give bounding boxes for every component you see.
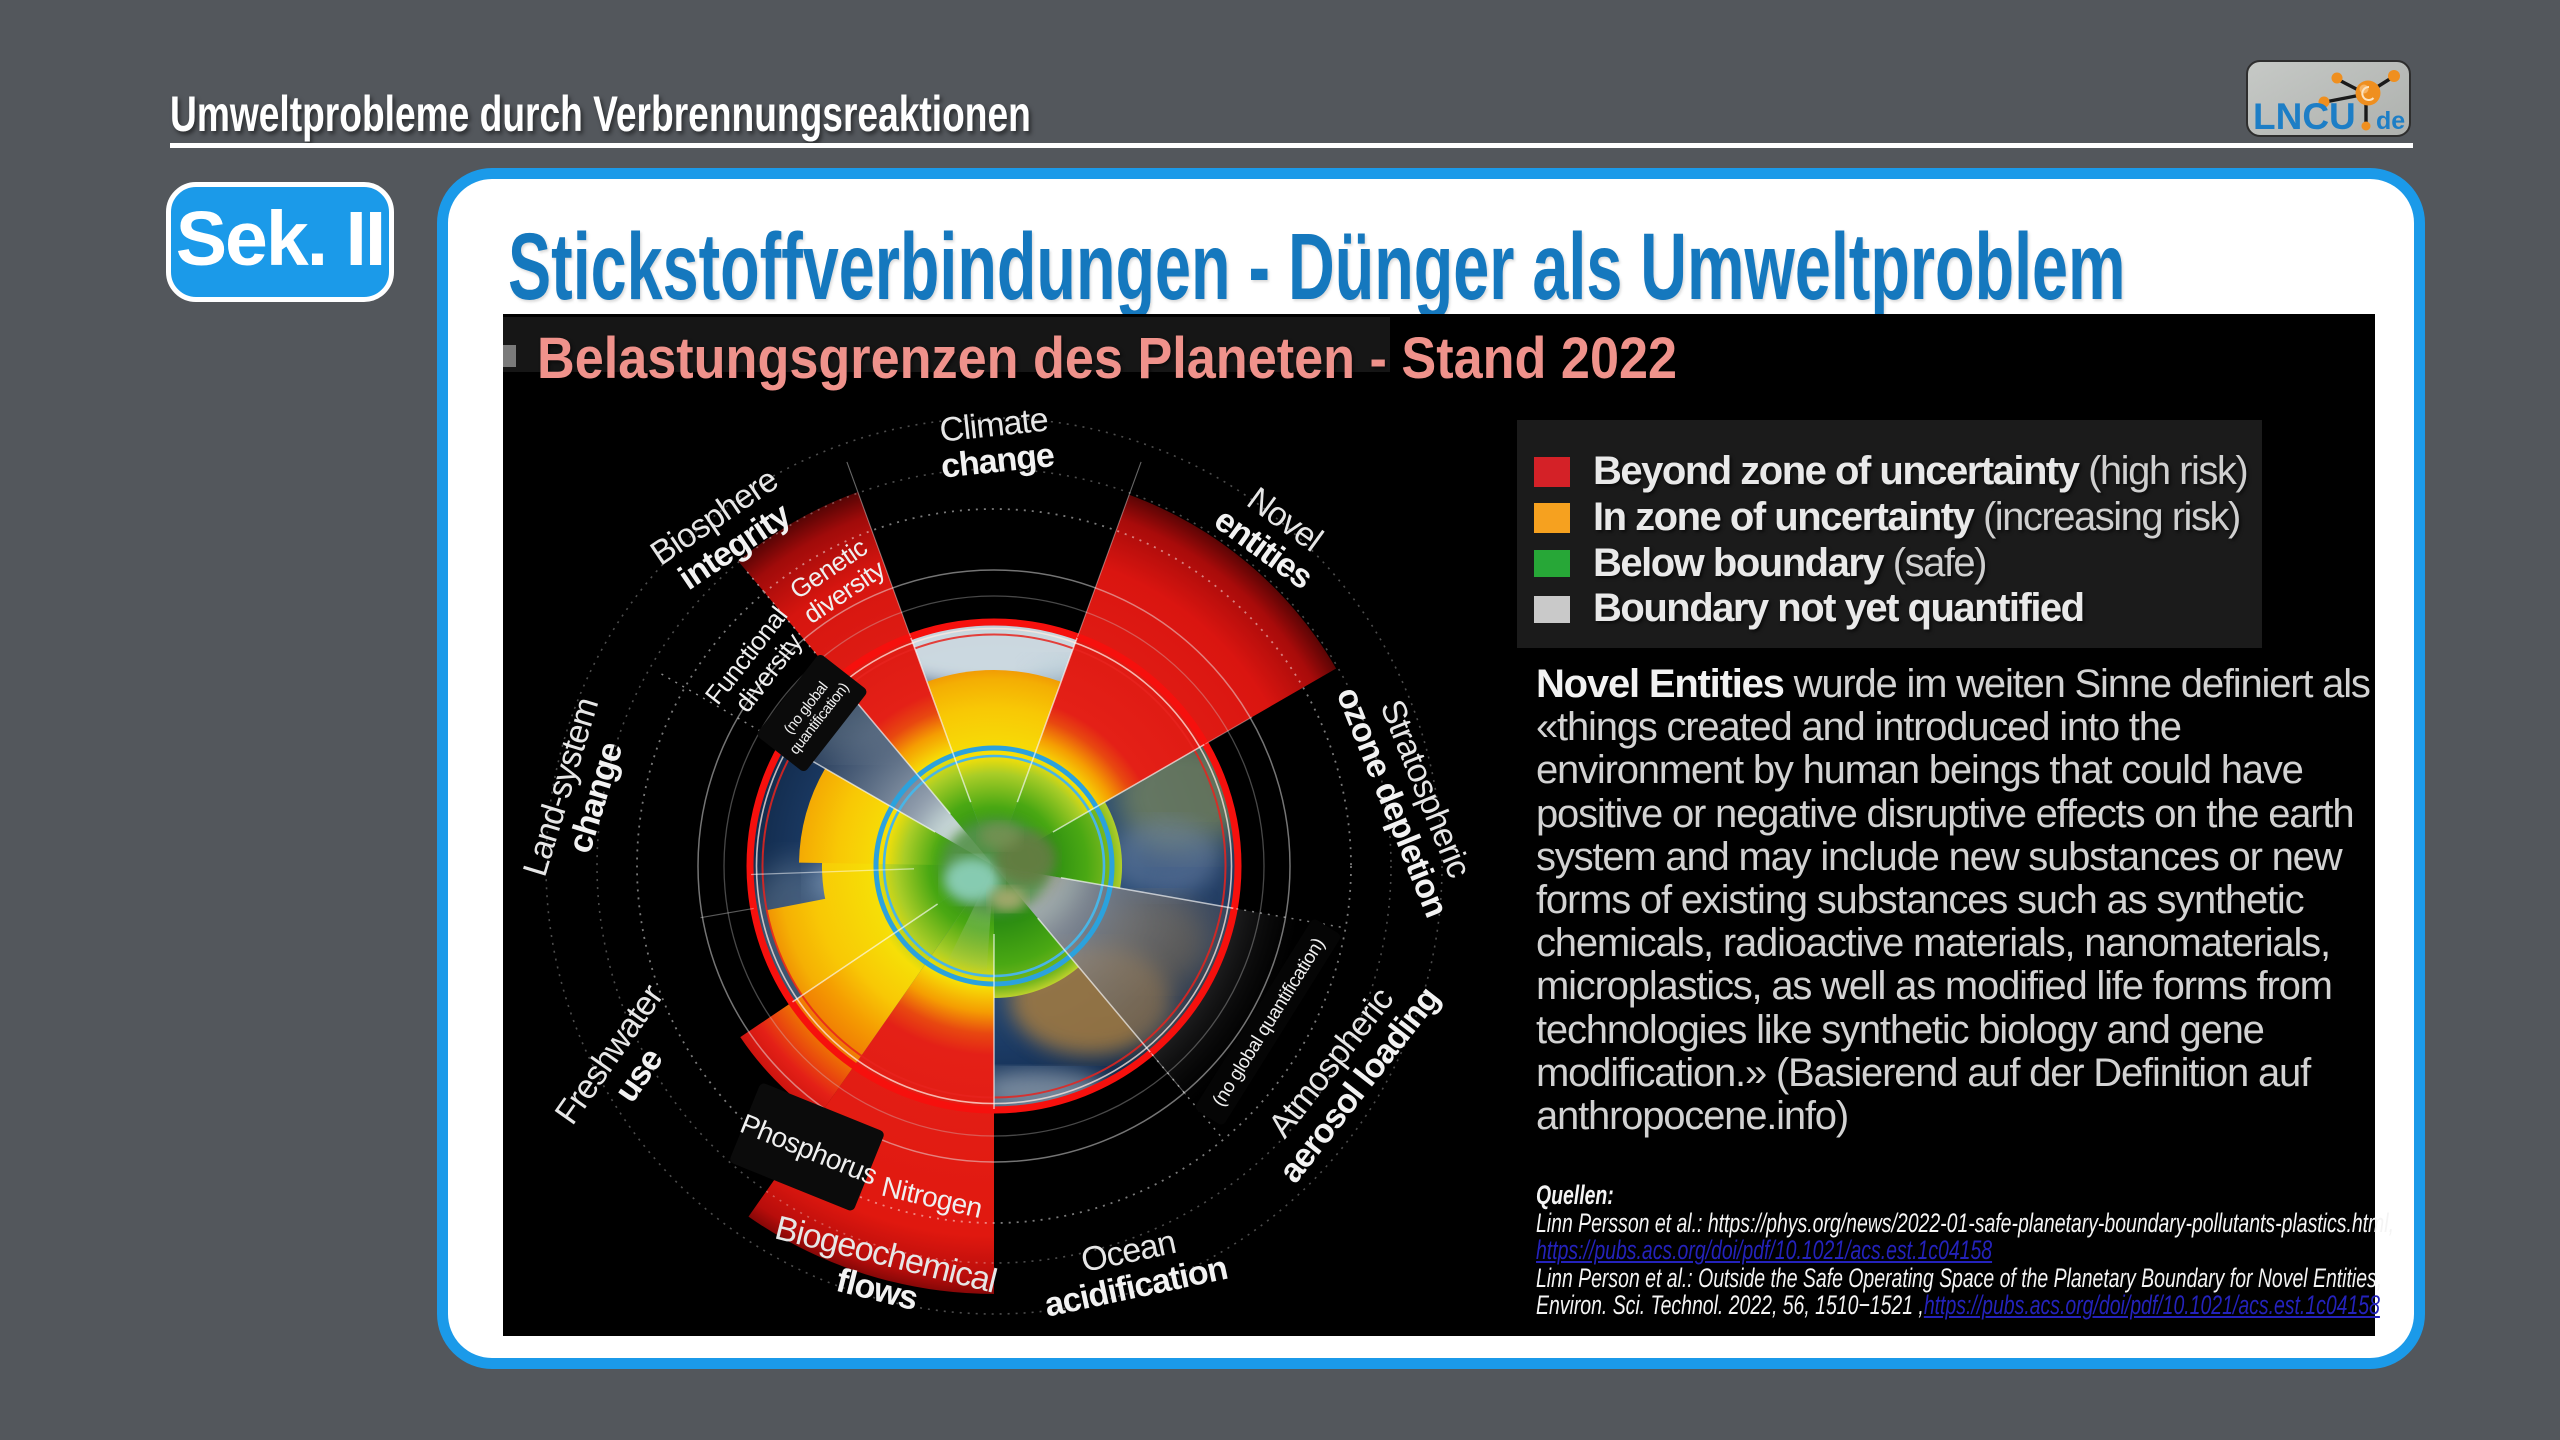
svg-text:LNCU: LNCU: [2253, 96, 2356, 135]
svg-text:de: de: [2376, 107, 2405, 135]
